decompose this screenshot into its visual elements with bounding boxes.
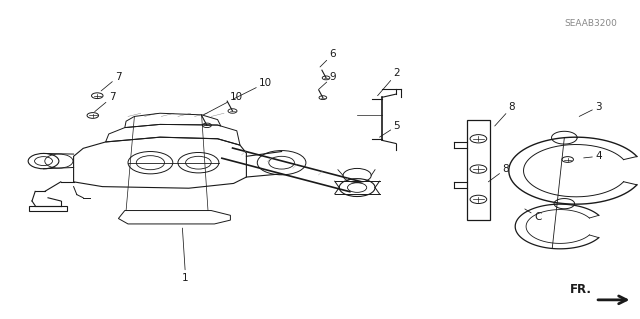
Text: 8: 8 — [495, 102, 515, 126]
Text: C: C — [525, 209, 541, 222]
Text: 6: 6 — [320, 49, 336, 67]
Text: 4: 4 — [584, 151, 602, 161]
Text: 8: 8 — [488, 164, 509, 182]
Text: 5: 5 — [380, 121, 400, 137]
Text: 10: 10 — [234, 78, 272, 99]
Text: 10: 10 — [204, 92, 243, 115]
Text: 1: 1 — [182, 228, 189, 283]
Text: 7: 7 — [95, 92, 115, 112]
Text: 9: 9 — [319, 71, 336, 89]
Text: FR.: FR. — [570, 283, 592, 296]
Text: 3: 3 — [579, 102, 602, 116]
Text: 7: 7 — [101, 71, 122, 91]
Text: 2: 2 — [378, 68, 400, 96]
Text: SEAAB3200: SEAAB3200 — [564, 19, 618, 28]
